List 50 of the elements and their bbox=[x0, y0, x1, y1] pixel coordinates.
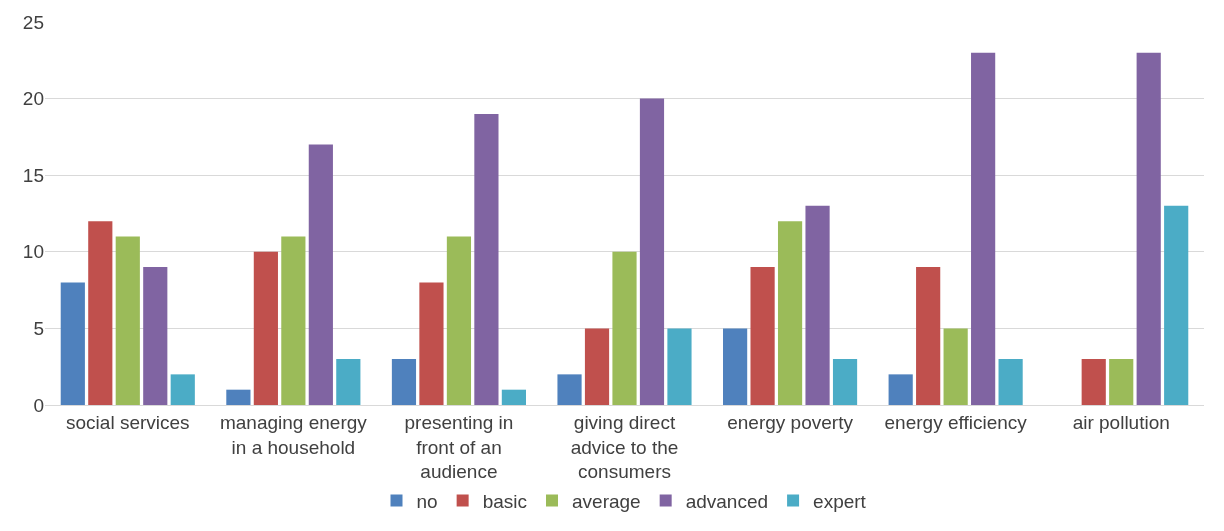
bar bbox=[1136, 52, 1161, 405]
bar bbox=[723, 328, 748, 405]
x-tick-label: air pollution bbox=[1072, 411, 1170, 433]
bar bbox=[226, 389, 251, 405]
y-tick-label: 20 bbox=[22, 88, 44, 110]
legend-label: no bbox=[416, 490, 438, 512]
bar bbox=[1164, 205, 1189, 405]
bar bbox=[943, 328, 968, 405]
bar bbox=[88, 221, 113, 405]
bar bbox=[336, 359, 361, 405]
bar bbox=[253, 251, 278, 405]
bar bbox=[391, 359, 417, 405]
bar bbox=[446, 236, 472, 405]
bar bbox=[832, 359, 858, 405]
legend-label: expert bbox=[813, 490, 867, 512]
legend-label: advanced bbox=[685, 490, 769, 512]
bar bbox=[888, 374, 913, 405]
bar bbox=[557, 374, 582, 405]
bar bbox=[281, 236, 306, 405]
y-tick-label: 10 bbox=[22, 241, 44, 263]
bar bbox=[143, 267, 168, 405]
x-tick-label: social services bbox=[66, 411, 190, 433]
legend-label: average bbox=[572, 490, 641, 512]
x-tick-label: energy efficiency bbox=[884, 411, 1028, 433]
bar bbox=[998, 359, 1023, 405]
bar bbox=[805, 205, 830, 405]
bar bbox=[419, 282, 444, 405]
legend-label: basic bbox=[482, 490, 527, 512]
bar bbox=[1109, 359, 1134, 405]
bar bbox=[501, 389, 526, 405]
bar bbox=[60, 282, 85, 405]
bar bbox=[474, 113, 499, 405]
bar bbox=[308, 144, 333, 405]
y-tick-label: 15 bbox=[22, 164, 44, 186]
bar bbox=[1081, 359, 1106, 405]
y-tick-label: 5 bbox=[33, 318, 44, 340]
bar bbox=[916, 267, 941, 405]
bar bbox=[612, 251, 637, 405]
bar bbox=[777, 221, 803, 405]
bar bbox=[170, 374, 195, 405]
y-tick-label: 0 bbox=[33, 394, 44, 416]
bar bbox=[115, 236, 140, 405]
bar bbox=[971, 52, 996, 405]
y-tick-label: 25 bbox=[22, 11, 44, 33]
bar bbox=[750, 267, 775, 405]
bar bbox=[667, 328, 692, 405]
bar bbox=[584, 328, 610, 405]
x-tick-label: energy poverty bbox=[727, 411, 854, 433]
bar bbox=[639, 98, 665, 405]
x-tick-label: managing energy in a household bbox=[219, 411, 368, 458]
